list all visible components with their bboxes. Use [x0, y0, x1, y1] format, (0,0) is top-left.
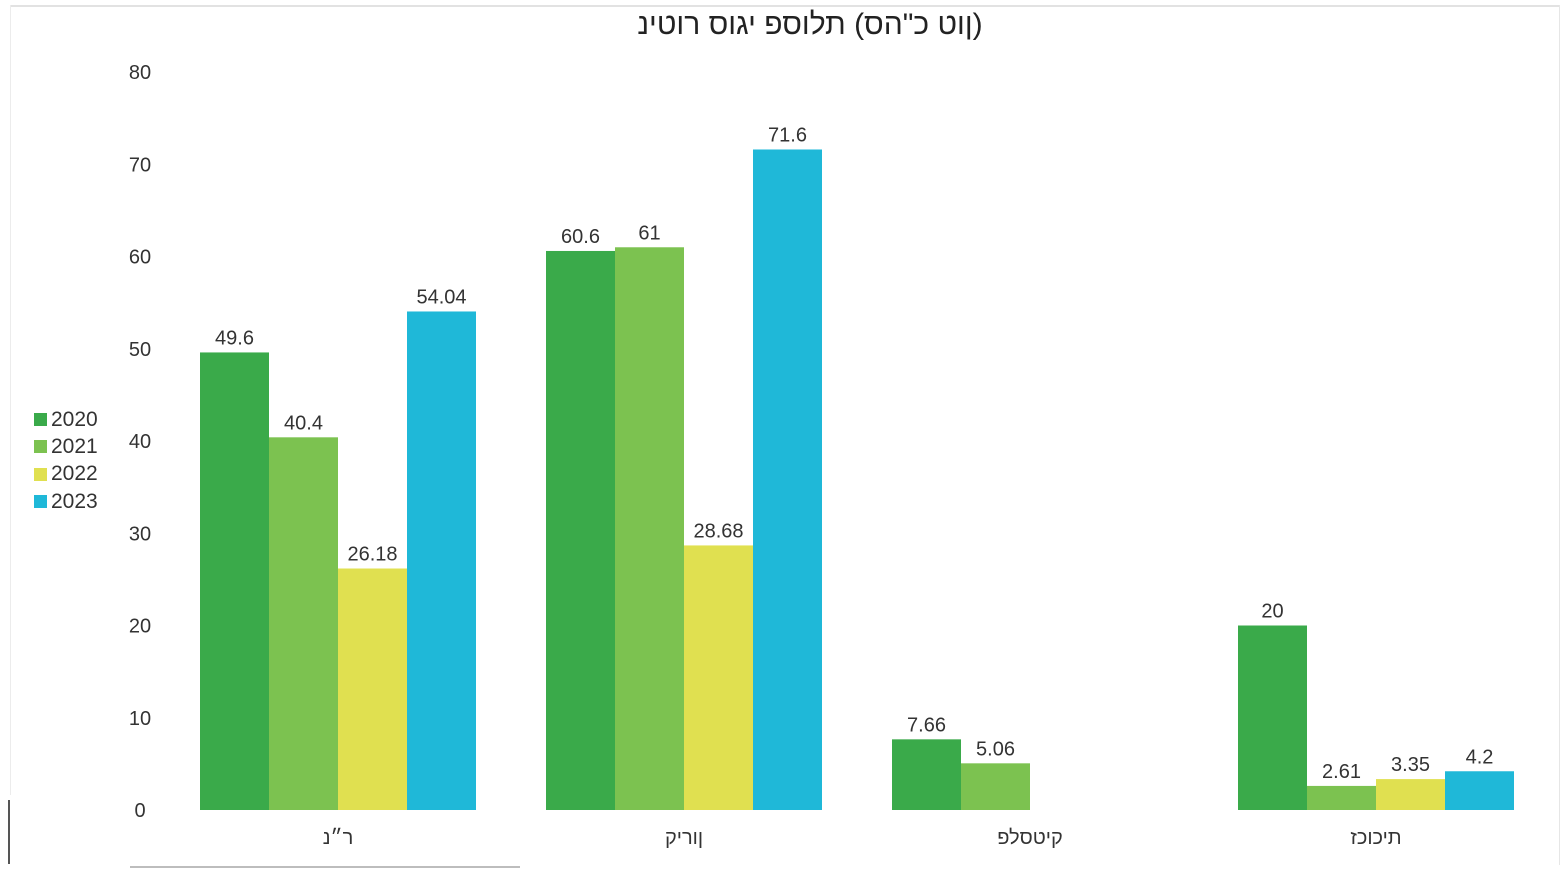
category-label-3: תיכוכז: [1350, 827, 1401, 849]
frame-left-edge: [10, 5, 11, 795]
bar-2022-0: [338, 568, 407, 810]
data-label-2023-1: 71.6: [768, 124, 807, 146]
legend-label-2021: 2021: [51, 434, 98, 458]
category-label-0: ר״נ: [323, 827, 354, 849]
legend-label-2023: 2023: [51, 489, 98, 513]
data-label-2022-3: 3.35: [1391, 754, 1430, 776]
data-label-2020-1: 60.6: [561, 226, 600, 248]
data-labels: 49.6 40.4 26.18 54.04 60.6 61 28.68 71.6 7.66 5.0…: [215, 124, 1493, 782]
bar-2022-1: [684, 545, 753, 810]
y-tick-label-20: 20: [129, 616, 151, 638]
y-axis: 0 10 20 30 40 50 60 70 80: [129, 62, 151, 822]
legend-swatch-2023: [34, 495, 47, 509]
frame-right-edge: [1559, 5, 1560, 865]
data-label-2022-1: 28.68: [693, 520, 743, 542]
data-label-2021-0: 40.4: [284, 412, 323, 434]
bar-2021-3: [1307, 785, 1376, 810]
data-label-2021-2: 5.06: [976, 738, 1015, 760]
x-axis: ר״נ ןוריק קיטסלפ תיכוכז: [323, 827, 1402, 849]
y-tick-label-10: 10: [129, 708, 151, 730]
legend-swatch-2020: [34, 413, 47, 427]
y-tick-label-50: 50: [129, 339, 151, 361]
legend-label-2022: 2022: [51, 462, 98, 486]
y-tick-label-0: 0: [134, 800, 145, 822]
y-tick-label-60: 60: [129, 247, 151, 269]
y-tick-label-40: 40: [129, 431, 151, 453]
bar-2021-2: [961, 763, 1030, 810]
legend-swatch-2022: [34, 467, 47, 481]
frame-left-mark: [8, 800, 10, 864]
bar-2021-1: [615, 247, 684, 810]
frame-bottom-edge: [130, 866, 520, 868]
legend-label-2020: 2020: [51, 407, 98, 431]
data-label-2020-3: 20: [1261, 601, 1283, 623]
legend: 2020 2021 2022 2023: [34, 406, 98, 515]
bar-2023-0: [407, 311, 476, 810]
legend-item-2022: 2022: [34, 461, 98, 488]
data-label-2023-3: 4.2: [1466, 746, 1494, 768]
bars: [200, 149, 1514, 811]
bar-2020-0: [200, 352, 269, 810]
category-label-2: קיטסלפ: [997, 827, 1063, 849]
bar-2023-3: [1445, 771, 1514, 810]
data-label-2023-0: 54.04: [416, 286, 466, 308]
data-label-2020-0: 49.6: [215, 327, 254, 349]
data-label-2020-2: 7.66: [907, 714, 946, 736]
legend-item-2020: 2020: [34, 406, 98, 433]
legend-swatch-2021: [34, 440, 47, 454]
legend-item-2021: 2021: [34, 433, 98, 460]
bar-2020-2: [892, 739, 961, 810]
legend-item-2023: 2023: [34, 488, 98, 515]
bar-2023-1: [753, 149, 822, 811]
bar-2020-1: [546, 250, 615, 811]
bar-2020-3: [1238, 625, 1307, 810]
chart-title: (ןוט כ"הס) תלוספ יגוס רוטינ: [637, 8, 983, 41]
bar-2022-3: [1376, 779, 1445, 810]
frame-top-edge: [10, 5, 1560, 7]
data-label-2021-3: 2.61: [1322, 761, 1361, 783]
y-tick-label-30: 30: [129, 523, 151, 545]
y-tick-label-80: 80: [129, 62, 151, 84]
data-label-2022-0: 26.18: [347, 543, 397, 565]
data-label-2021-1: 61: [638, 222, 660, 244]
bar-2021-0: [269, 437, 338, 810]
y-tick-label-70: 70: [129, 154, 151, 176]
category-label-1: ןוריק: [665, 827, 703, 849]
